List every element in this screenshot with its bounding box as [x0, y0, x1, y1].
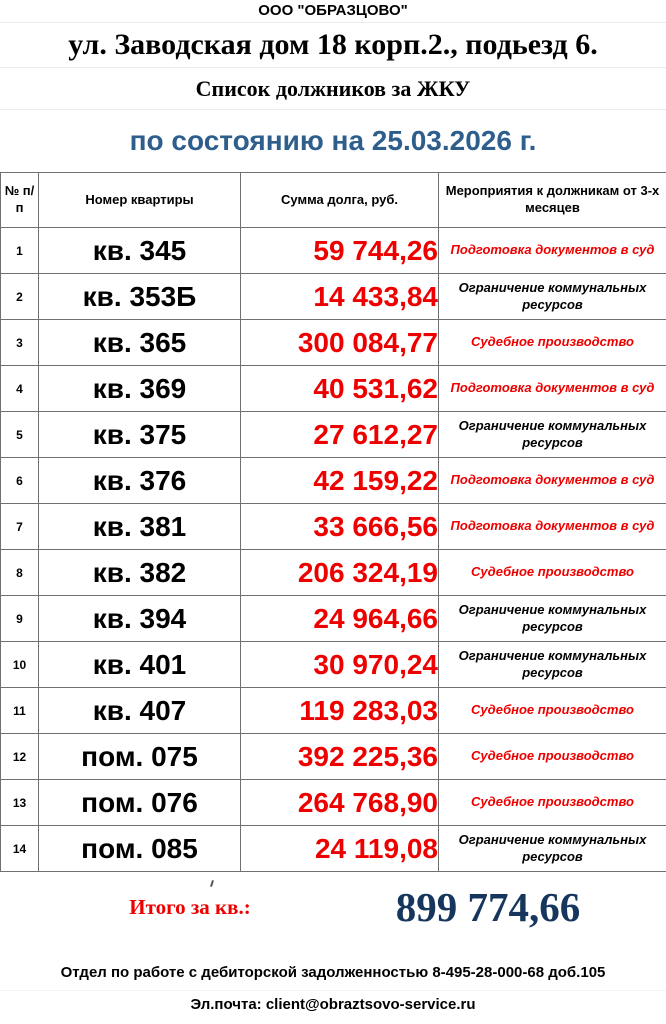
col-header-measure: Мероприятия к должникам от 3-х месяцев	[438, 172, 666, 228]
row-index: 7	[0, 503, 39, 550]
debt-amount: 300 084,77	[240, 319, 439, 366]
unit-number: кв. 394	[38, 595, 241, 642]
totals-row: Итого за кв.: 899 774,66	[0, 872, 666, 942]
debt-amount: 40 531,62	[240, 365, 439, 412]
row-index: 6	[0, 457, 39, 504]
unit-number: кв. 407	[38, 687, 241, 734]
footer: Отдел по работе с дебиторской задолженно…	[0, 960, 666, 1019]
total-value: 899 774,66	[395, 884, 581, 930]
row-index: 11	[0, 687, 39, 734]
measure-taken: Судебное производство	[438, 779, 666, 826]
unit-number: пом. 075	[38, 733, 241, 780]
debtors-table-header: № п/п Номер квартиры Сумма долга, руб. М…	[0, 172, 666, 228]
debt-amount: 30 970,24	[240, 641, 439, 688]
company-name: ООО "ОБРАЗЦОВО"	[0, 0, 666, 23]
debt-amount: 59 744,26	[240, 227, 439, 274]
table-row: 14 пом. 085 24 119,08 Ограничение коммун…	[0, 825, 666, 872]
table-row: 5 кв. 375 27 612,27 Ограничение коммунал…	[0, 411, 666, 458]
row-index: 8	[0, 549, 39, 596]
debt-amount: 392 225,36	[240, 733, 439, 780]
col-header-unit: Номер квартиры	[38, 172, 241, 228]
row-index: 5	[0, 411, 39, 458]
measure-taken: Ограничение коммунальных ресурсов	[438, 595, 666, 642]
table-row: 2 кв. 353Б 14 433,84 Ограничение коммуна…	[0, 273, 666, 320]
table-row: 6 кв. 376 42 159,22 Подготовка документо…	[0, 457, 666, 504]
building-address: ул. Заводская дом 18 корп.2., подьезд 6.	[0, 23, 666, 68]
unit-number: кв. 365	[38, 319, 241, 366]
debt-amount: 24 964,66	[240, 595, 439, 642]
measure-taken: Подготовка документов в суд	[438, 503, 666, 550]
row-index: 12	[0, 733, 39, 780]
debtors-table-body: 1 кв. 345 59 744,26 Подготовка документо…	[0, 227, 666, 872]
table-row: 13 пом. 076 264 768,90 Судебное производ…	[0, 779, 666, 826]
table-row: 12 пом. 075 392 225,36 Судебное производ…	[0, 733, 666, 780]
measure-taken: Ограничение коммунальных ресурсов	[438, 825, 666, 872]
unit-number: кв. 353Б	[38, 273, 241, 320]
row-index: 2	[0, 273, 39, 320]
row-index: 4	[0, 365, 39, 412]
debt-amount: 206 324,19	[240, 549, 439, 596]
measure-taken: Ограничение коммунальных ресурсов	[438, 641, 666, 688]
total-label: Итого за кв.:	[129, 894, 251, 919]
measure-taken: Подготовка документов в суд	[438, 365, 666, 412]
unit-number: пом. 085	[38, 825, 241, 872]
measure-taken: Подготовка документов в суд	[438, 227, 666, 274]
measure-taken: Судебное производство	[438, 687, 666, 734]
measure-taken: Ограничение коммунальных ресурсов	[438, 411, 666, 458]
measure-taken: Судебное производство	[438, 733, 666, 780]
table-row: 8 кв. 382 206 324,19 Судебное производст…	[0, 549, 666, 596]
debt-amount: 33 666,56	[240, 503, 439, 550]
row-index: 14	[0, 825, 39, 872]
unit-number: кв. 345	[38, 227, 241, 274]
unit-number: кв. 382	[38, 549, 241, 596]
email-contact: Эл.почта: client@obraztsovo-service.ru	[0, 990, 666, 1019]
unit-number: кв. 369	[38, 365, 241, 412]
debt-amount: 24 119,08	[240, 825, 439, 872]
row-index: 10	[0, 641, 39, 688]
table-row: 10 кв. 401 30 970,24 Ограничение коммуна…	[0, 641, 666, 688]
list-subtitle: Список должников за ЖКУ	[0, 68, 666, 110]
table-row: 11 кв. 407 119 283,03 Судебное производс…	[0, 687, 666, 734]
row-index: 9	[0, 595, 39, 642]
measure-taken: Судебное производство	[438, 319, 666, 366]
debt-amount: 42 159,22	[240, 457, 439, 504]
row-index: 3	[0, 319, 39, 366]
measure-taken: Судебное производство	[438, 549, 666, 596]
debt-department-contact: Отдел по работе с дебиторской задолженно…	[60, 964, 606, 981]
as-of-date: по состоянию на 25.03.2026 г.	[129, 125, 537, 156]
table-row: 4 кв. 369 40 531,62 Подготовка документо…	[0, 365, 666, 412]
debt-amount: 119 283,03	[240, 687, 439, 734]
table-row: 7 кв. 381 33 666,56 Подготовка документо…	[0, 503, 666, 550]
table-row: 1 кв. 345 59 744,26 Подготовка документо…	[0, 227, 666, 274]
debt-amount: 14 433,84	[240, 273, 439, 320]
debtors-table: № п/п Номер квартиры Сумма долга, руб. М…	[0, 172, 666, 872]
table-row: 9 кв. 394 24 964,66 Ограничение коммунал…	[0, 595, 666, 642]
row-index: 1	[0, 227, 39, 274]
measure-taken: Подготовка документов в суд	[438, 457, 666, 504]
debt-amount: 27 612,27	[240, 411, 439, 458]
unit-number: кв. 376	[38, 457, 241, 504]
unit-number: кв. 401	[38, 641, 241, 688]
table-row: 3 кв. 365 300 084,77 Судебное производст…	[0, 319, 666, 366]
unit-number: кв. 375	[38, 411, 241, 458]
unit-number: пом. 076	[38, 779, 241, 826]
col-header-amount: Сумма долга, руб.	[240, 172, 439, 228]
debt-amount: 264 768,90	[240, 779, 439, 826]
measure-taken: Ограничение коммунальных ресурсов	[438, 273, 666, 320]
row-index: 13	[0, 779, 39, 826]
header-row: № п/п Номер квартиры Сумма долга, руб. М…	[0, 172, 666, 228]
col-header-index: № п/п	[0, 172, 39, 228]
unit-number: кв. 381	[38, 503, 241, 550]
